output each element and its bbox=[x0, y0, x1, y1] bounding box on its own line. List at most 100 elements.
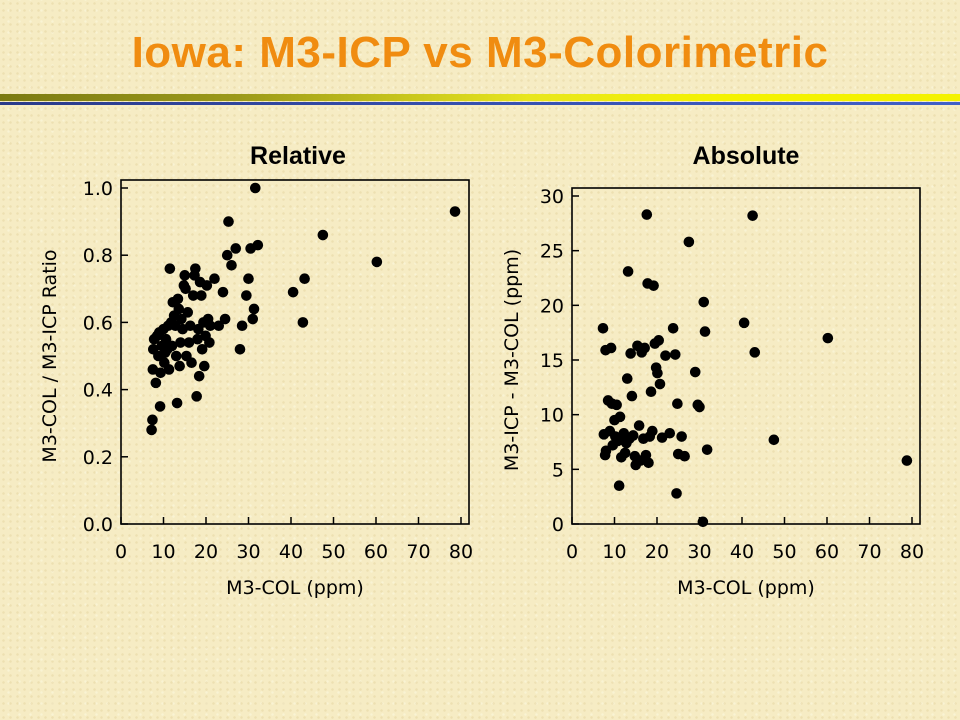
relative-data-point bbox=[184, 320, 196, 332]
title-divider-gradient-band bbox=[0, 94, 960, 101]
absolute-data-point bbox=[664, 427, 676, 439]
relative-data-point bbox=[163, 364, 175, 375]
relative-data-point bbox=[166, 340, 178, 352]
relative-data-point bbox=[173, 303, 185, 315]
relative-x-tick-label: 60 bbox=[364, 541, 388, 563]
relative-data-point bbox=[248, 303, 260, 315]
relative-data-point bbox=[172, 293, 184, 305]
relative-x-tick-label: 30 bbox=[236, 541, 260, 563]
absolute-data-point bbox=[619, 447, 631, 459]
relative-data-point bbox=[186, 357, 197, 369]
relative-data-point bbox=[297, 317, 309, 328]
absolute-x-tick-label: 60 bbox=[815, 541, 839, 563]
relative-data-point bbox=[174, 360, 185, 372]
absolute-data-point bbox=[672, 398, 683, 410]
relative-data-point bbox=[175, 337, 186, 348]
absolute-x-tick-label: 0 bbox=[566, 541, 578, 563]
absolute-data-point bbox=[901, 455, 913, 466]
relative-data-point bbox=[155, 367, 166, 379]
relative-data-point bbox=[221, 249, 233, 261]
relative-x-tick-label: 50 bbox=[321, 541, 345, 563]
relative-chart-title: Relative bbox=[250, 142, 346, 170]
absolute-x-tick-label: 20 bbox=[645, 541, 669, 563]
absolute-data-point bbox=[653, 335, 664, 346]
absolute-data-point bbox=[621, 373, 633, 384]
relative-data-point bbox=[182, 307, 194, 318]
absolute-y-tick-label: 30 bbox=[540, 186, 564, 208]
absolute-y-axis-label: M3-ICP - M3-COL (ppm) bbox=[501, 249, 523, 471]
absolute-data-point bbox=[645, 386, 657, 398]
relative-data-point bbox=[226, 259, 237, 271]
title-divider bbox=[0, 94, 960, 108]
absolute-data-point bbox=[611, 399, 622, 411]
relative-data-point bbox=[219, 313, 231, 325]
relative-y-tick-label: 0.6 bbox=[83, 312, 113, 334]
relative-data-point bbox=[171, 397, 183, 409]
relative-x-tick-label: 0 bbox=[115, 541, 127, 563]
relative-data-point bbox=[204, 337, 215, 348]
relative-data-point bbox=[192, 333, 203, 345]
relative-data-point bbox=[196, 290, 207, 301]
absolute-data-point bbox=[643, 457, 654, 469]
relative-data-point bbox=[241, 290, 252, 301]
relative-x-tick-label: 80 bbox=[449, 541, 473, 563]
relative-data-point bbox=[183, 337, 195, 348]
absolute-y-tick-label: 25 bbox=[540, 241, 564, 263]
relative-y-tick-label: 0.8 bbox=[83, 245, 113, 267]
relative-data-point bbox=[193, 370, 205, 382]
relative-data-point bbox=[299, 273, 310, 285]
absolute-plot-frame bbox=[571, 187, 921, 525]
absolute-data-point bbox=[694, 401, 705, 413]
absolute-data-point bbox=[652, 367, 663, 379]
relative-data-point bbox=[230, 243, 242, 254]
absolute-data-point bbox=[768, 434, 780, 446]
relative-data-point bbox=[287, 286, 299, 298]
relative-y-tick-label: 1.0 bbox=[83, 178, 113, 200]
relative-data-point bbox=[201, 280, 213, 291]
absolute-data-point bbox=[676, 431, 687, 442]
relative-data-point bbox=[147, 414, 158, 426]
relative-data-point bbox=[223, 216, 234, 227]
relative-plot-frame bbox=[120, 179, 470, 525]
relative-data-point bbox=[217, 286, 229, 298]
relative-y-axis-label: M3-COL / M3-ICP Ratio bbox=[39, 249, 61, 462]
absolute-data-point bbox=[683, 236, 695, 248]
relative-data-point bbox=[180, 283, 191, 295]
relative-y-tick-label: 0.2 bbox=[83, 447, 113, 469]
absolute-data-point bbox=[613, 480, 625, 492]
relative-data-point bbox=[209, 273, 220, 285]
relative-data-point bbox=[234, 343, 246, 355]
absolute-data-point bbox=[698, 296, 710, 308]
relative-data-point bbox=[199, 360, 210, 372]
relative-data-point bbox=[196, 343, 208, 355]
absolute-data-point bbox=[738, 317, 750, 329]
absolute-data-point bbox=[647, 425, 658, 437]
absolute-data-point bbox=[667, 322, 679, 334]
absolute-y-tick-label: 20 bbox=[540, 295, 564, 317]
absolute-data-point bbox=[747, 210, 758, 221]
relative-data-point bbox=[243, 273, 254, 285]
relative-data-point bbox=[150, 377, 162, 389]
relative-x-tick-label: 20 bbox=[194, 541, 218, 563]
relative-data-point bbox=[317, 229, 329, 241]
relative-data-point bbox=[371, 256, 383, 268]
absolute-y-tick-label: 5 bbox=[552, 459, 564, 481]
relative-x-tick-label: 10 bbox=[151, 541, 175, 563]
absolute-data-point bbox=[597, 322, 609, 334]
absolute-x-tick-label: 40 bbox=[730, 541, 754, 563]
relative-data-point bbox=[176, 313, 187, 325]
absolute-data-point bbox=[697, 516, 709, 528]
absolute-data-point bbox=[605, 342, 617, 354]
slide-title: Iowa: M3-ICP vs M3-Colorimetric bbox=[131, 28, 829, 77]
absolute-data-point bbox=[654, 378, 666, 390]
absolute-data-point bbox=[639, 342, 650, 354]
absolute-data-point bbox=[679, 450, 690, 462]
relative-y-tick-label: 0.0 bbox=[83, 514, 113, 536]
absolute-data-point bbox=[614, 411, 626, 423]
relative-data-point bbox=[213, 320, 225, 332]
relative-x-tick-label: 40 bbox=[279, 541, 303, 563]
absolute-x-axis-label: M3-COL (ppm) bbox=[677, 577, 815, 599]
relative-y-tick-label: 0.4 bbox=[83, 380, 113, 402]
